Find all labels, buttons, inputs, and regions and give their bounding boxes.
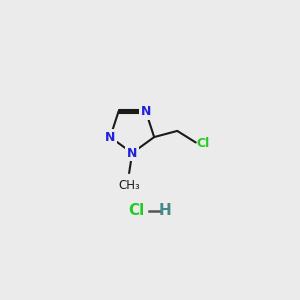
Text: Cl: Cl [196,137,209,150]
Text: Cl: Cl [128,203,145,218]
Text: N: N [105,130,116,144]
Text: H: H [158,203,171,218]
Text: N: N [141,105,151,118]
Text: CH₃: CH₃ [118,179,140,192]
Text: N: N [127,146,137,160]
